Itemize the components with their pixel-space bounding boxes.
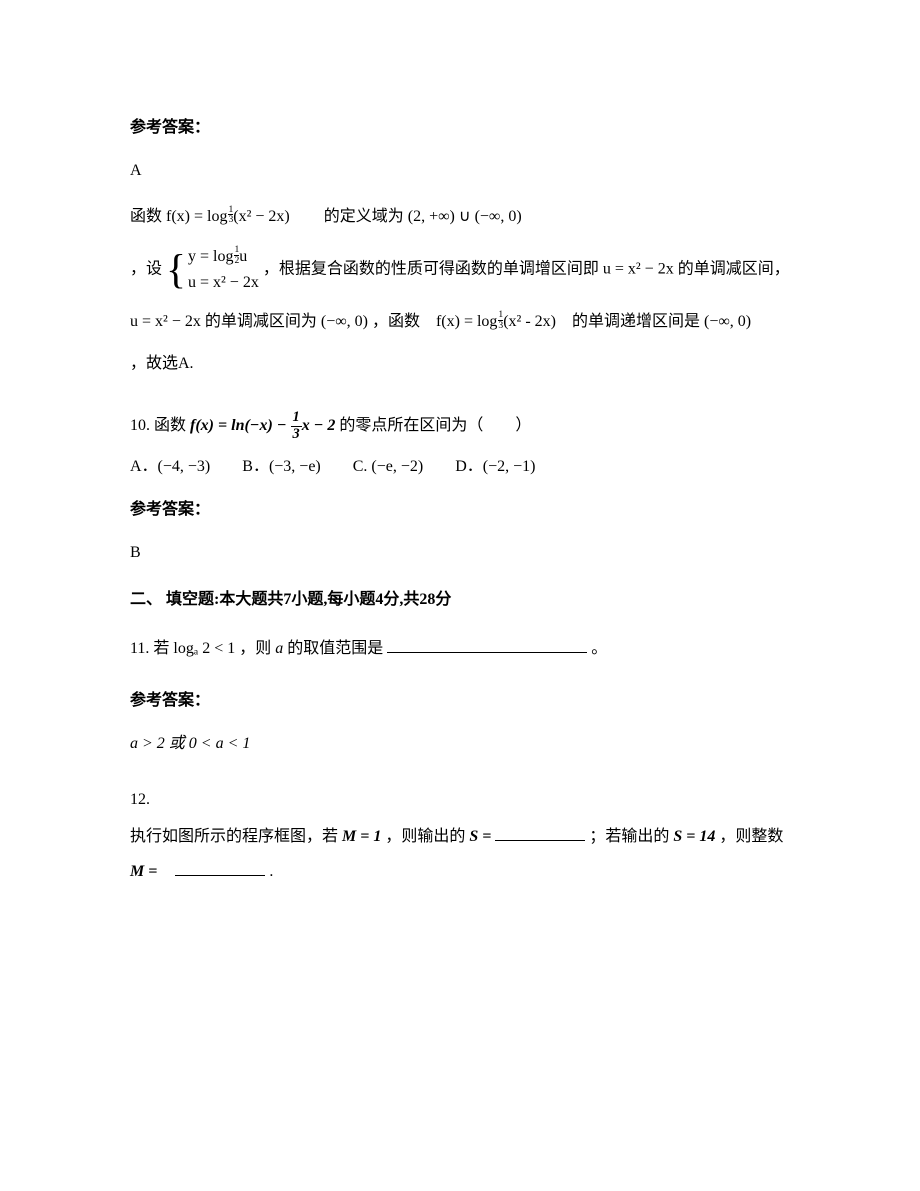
q9-line1: 函数 f(x) = log13(x² − 2x) 的定义域为 (2, +∞) ∪… <box>130 198 790 237</box>
q9-sys-u: u = x² − 2x <box>188 274 259 291</box>
q12-l1-end: ，则整数 <box>719 828 783 845</box>
answer-label-11: 参考答案： <box>130 687 790 716</box>
q11-post: 的取值范围是 <box>287 640 383 657</box>
q10-fx-post: x − 2 <box>302 417 336 434</box>
brace-icon: { <box>166 249 186 291</box>
q11-number: 11. <box>130 640 149 657</box>
q12-m-eq: M = 1 <box>342 828 381 845</box>
q9-sys-y-log: y = log <box>188 248 233 265</box>
q9-sys-y: y = log12u <box>188 248 247 265</box>
q9-line2-mid: ，根据复合函数的性质可得函数的单调增区间即 <box>263 260 599 277</box>
q9-domain: (2, +∞) ∪ (−∞, 0) <box>408 208 522 225</box>
q10-pre: 函数 <box>154 417 186 434</box>
q10-frac-den: 3 <box>291 427 302 443</box>
q9-u-expr: u = x² − 2x <box>603 260 674 277</box>
q12-s-eq: S = <box>469 828 495 845</box>
q11-pre: 若 <box>153 640 169 657</box>
q11-mid: ，则 <box>239 640 271 657</box>
q9-line2-post: 的单调减区间， <box>678 260 790 277</box>
q9-interval2: (−∞, 0) <box>704 313 751 330</box>
q10-opt-c[interactable]: C. (−e, −2) <box>353 453 423 482</box>
q11-blank[interactable] <box>387 637 587 653</box>
q11-var: a <box>275 640 283 657</box>
q10-answer-letter: B <box>130 539 790 568</box>
answer-label-9: 参考答案： <box>130 114 790 143</box>
q10-number: 10. <box>130 417 150 434</box>
q10-opt-d[interactable]: D．(−2, −1) <box>455 453 535 482</box>
q9-line4: ，故选A. <box>130 350 790 379</box>
q12-line1: 执行如图所示的程序框图，若 M = 1 ，则输出的 S = ；若输出的 S = … <box>130 819 790 854</box>
q12-l1-pre: 执行如图所示的程序框图，若 <box>130 828 342 845</box>
q11-stem: 11. 若 logₐ 2 < 1 ，则 a 的取值范围是 。 <box>130 630 790 668</box>
q9-answer-letter: A <box>130 157 790 186</box>
q9-system-content: y = log12u u = x² − 2x <box>188 244 259 295</box>
q10-options: A．(−4, −3) B．(−3, −e) C. (−e, −2) D．(−2,… <box>130 453 790 482</box>
q9-line3-u: u = x² − 2x <box>130 313 201 330</box>
section-2-title: 二、 填空题:本大题共7小题,每小题4分,共28分 <box>130 586 790 615</box>
q9-fx-arg: (x² − 2x) <box>233 208 289 225</box>
q9-fx-expr: f(x) = log13(x² − 2x) <box>166 198 290 236</box>
q9-fx-log2: f(x) = log <box>436 313 497 330</box>
q9-line3-t1: 的单调减区间为 <box>205 313 317 330</box>
q12-blank1[interactable] <box>495 825 585 841</box>
q12-m: M = <box>130 863 161 880</box>
q10-opt-b[interactable]: B．(−3, −e) <box>242 453 320 482</box>
q9-fx-arg2: (x² - 2x) <box>503 313 556 330</box>
answer-label-10: 参考答案： <box>130 496 790 525</box>
q12-line2: M = . <box>130 858 790 887</box>
q12-l1-mid: ，则输出的 <box>385 828 469 845</box>
q12-l1-post: ；若输出的 <box>589 828 673 845</box>
q9-sys-y-arg: u <box>239 248 247 265</box>
q9-system: { y = log12u u = x² − 2x <box>166 244 259 295</box>
q10-fx: f(x) = ln(−x) − <box>190 417 291 434</box>
q9-fx-log: f(x) = log <box>166 208 227 225</box>
q12-blank2[interactable] <box>175 860 265 876</box>
q9-line1-pre: 函数 <box>130 208 162 225</box>
q10-opt-a[interactable]: A．(−4, −3) <box>130 453 210 482</box>
q9-line2-pre: ，设 <box>130 260 162 277</box>
q11-end: 。 <box>591 640 607 657</box>
q10-post: 的零点所在区间为（ ） <box>339 417 531 434</box>
q9-line3-t3: 的单调递增区间是 <box>572 313 700 330</box>
q9-line1-mid: 的定义域为 <box>324 208 404 225</box>
q12-s14: S = 14 <box>673 828 715 845</box>
q10-frac: 13 <box>291 410 302 443</box>
q12-l2-end: . <box>269 863 273 880</box>
q9-interval1: (−∞, 0) <box>321 313 368 330</box>
q10-expr: f(x) = ln(−x) − 13x − 2 <box>190 407 335 445</box>
q11-cond: logₐ 2 < 1 <box>173 640 235 657</box>
q9-line2: ，设 { y = log12u u = x² − 2x ，根据复合函数的性质可得… <box>130 244 790 295</box>
q12-number: 12. <box>130 786 790 815</box>
q10-stem: 10. 函数 f(x) = ln(−x) − 13x − 2 的零点所在区间为（… <box>130 407 790 446</box>
q9-line3-t2: ，函数 <box>372 313 420 330</box>
q9-fx-expr2: f(x) = log13(x² - 2x) <box>436 303 556 341</box>
q9-line3: u = x² − 2x 的单调减区间为 (−∞, 0) ，函数 f(x) = l… <box>130 303 790 342</box>
q10-frac-num: 1 <box>291 410 302 427</box>
q11-answer: a > 2 或 0 < a < 1 <box>130 730 790 759</box>
